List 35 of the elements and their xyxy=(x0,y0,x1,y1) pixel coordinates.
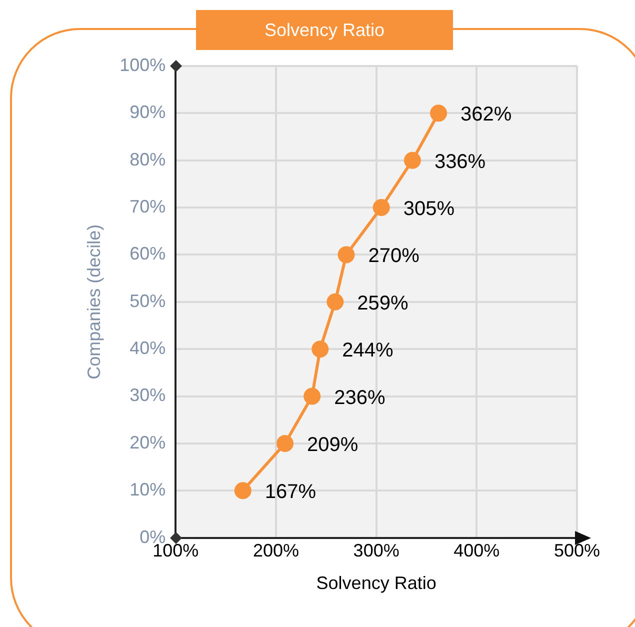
annotation: 305% xyxy=(403,198,455,220)
y-tick-label: 100% xyxy=(120,54,166,75)
y-tick-label: 40% xyxy=(130,338,166,358)
point xyxy=(304,388,321,405)
point xyxy=(430,104,448,122)
y-tick-label: 10% xyxy=(130,480,166,500)
annotation: 336% xyxy=(434,150,486,173)
point xyxy=(312,340,329,358)
annotation: 259% xyxy=(357,292,409,314)
y-tick-label: 70% xyxy=(130,196,166,217)
point xyxy=(372,199,390,216)
annotation: 209% xyxy=(307,434,358,456)
point xyxy=(234,482,252,500)
annotation: 167% xyxy=(264,481,316,504)
y-axis-title: Companies (decile) xyxy=(84,224,104,380)
chart-title: Solvency Ratio xyxy=(196,10,453,50)
point xyxy=(326,293,344,310)
point xyxy=(338,246,355,264)
y-tick-label: 20% xyxy=(130,432,166,452)
point xyxy=(404,152,421,169)
annotation: 270% xyxy=(368,245,420,268)
annotation: 244% xyxy=(342,340,394,362)
annotation: 236% xyxy=(334,386,386,409)
x-tick-label: 200% xyxy=(252,540,299,561)
x-tick-label: 400% xyxy=(454,540,500,561)
x-axis-title: Solvency Ratio xyxy=(316,573,436,594)
y-tick-label: 50% xyxy=(130,290,166,311)
y-tick-label: 80% xyxy=(130,149,166,170)
y-tick-label: 60% xyxy=(130,244,166,264)
x-tick-label: 300% xyxy=(353,540,400,561)
y-tick-label: 30% xyxy=(130,385,166,406)
x-tick-label: 500% xyxy=(554,540,600,561)
y-tick-label: 90% xyxy=(130,102,166,122)
annotation: 362% xyxy=(460,104,512,126)
point xyxy=(276,434,294,452)
